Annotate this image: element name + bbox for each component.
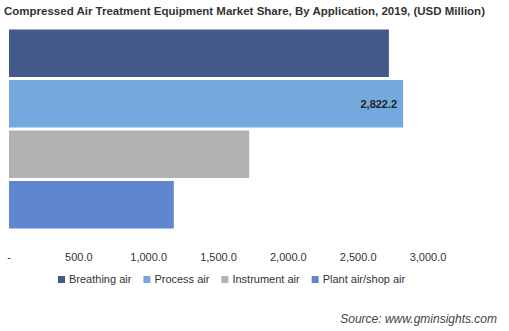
tick-label: 1,500.0 — [200, 251, 237, 263]
tick-label: 2,500.0 — [340, 251, 377, 263]
tick-label: 3,000.0 — [410, 251, 447, 263]
tick-label: - — [7, 251, 11, 263]
legend-swatch — [221, 276, 228, 283]
legend-label: Process air — [154, 273, 209, 285]
data-label: 2,822.2 — [360, 98, 397, 110]
bars — [9, 30, 403, 229]
bar — [9, 181, 174, 229]
source: Source: www.gminsights.com — [340, 312, 497, 326]
bar — [9, 30, 389, 78]
data-labels: 2,822.2 — [360, 98, 397, 110]
legend-label: Plant air/shop air — [323, 273, 406, 285]
legend-label: Instrument air — [232, 273, 300, 285]
legend-swatch — [58, 276, 65, 283]
tick-label: 2,000.0 — [270, 251, 307, 263]
tick-label: 500.0 — [65, 251, 93, 263]
legend-swatch — [312, 276, 319, 283]
title: Compressed Air Treatment Equipment Marke… — [4, 5, 485, 17]
tick-label: 1,000.0 — [130, 251, 167, 263]
bar — [9, 80, 403, 128]
legend-swatch — [143, 276, 150, 283]
chart: Compressed Air Treatment Equipment Marke… — [0, 0, 509, 331]
legend: Breathing air Process air Instrument air Pl… — [58, 273, 406, 285]
bar — [9, 131, 249, 179]
legend-label: Breathing air — [69, 273, 132, 285]
